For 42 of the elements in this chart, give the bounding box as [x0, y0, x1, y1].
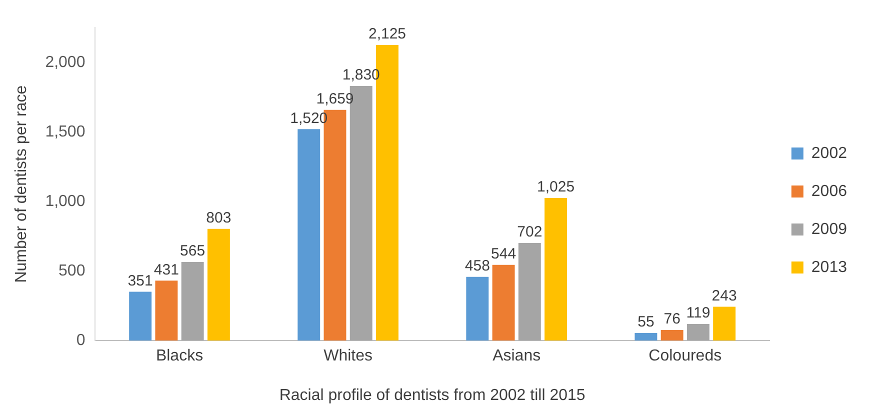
data-label: 565: [180, 242, 206, 260]
x-tick-label: Asians: [492, 348, 541, 365]
data-label: 1,659: [316, 90, 354, 108]
x-tick-label: Whites: [324, 348, 373, 365]
bar: [466, 276, 489, 341]
legend-label: 2009: [811, 220, 848, 238]
legend-label: 2006: [811, 182, 848, 200]
bar: [155, 280, 178, 341]
data-label: 1,025: [537, 178, 575, 196]
data-label: 431: [154, 261, 179, 278]
legend-label: 2013: [811, 258, 848, 276]
x-tick-label: Blacks: [156, 348, 204, 365]
data-label: 803: [206, 210, 232, 227]
data-label: 76: [664, 310, 680, 328]
y-tick-label: 1,500: [45, 123, 86, 140]
x-tick-label: Coloureds: [648, 348, 722, 365]
data-label: 544: [491, 246, 516, 263]
bar: [492, 264, 515, 341]
bar: [518, 242, 541, 341]
bar: [660, 330, 684, 341]
data-label: 351: [128, 272, 153, 290]
data-label: 2,125: [368, 26, 406, 43]
bar: [686, 324, 710, 341]
legend-label: 2002: [811, 144, 848, 162]
bar: [544, 198, 568, 341]
data-label: 55: [638, 314, 654, 331]
y-tick-label: 2,000: [45, 54, 86, 71]
data-label: 243: [712, 287, 737, 304]
bar: [634, 332, 658, 341]
y-axis-title: Number of dentists per race: [13, 85, 30, 283]
x-axis-title: Racial profile of dentists from 2002 till 2015: [279, 386, 586, 404]
data-label: 458: [464, 258, 490, 275]
bar: [181, 262, 204, 341]
bar: [207, 228, 230, 341]
bar: [713, 306, 736, 341]
data-label: 119: [686, 304, 710, 322]
bar: [298, 129, 320, 341]
y-tick-label: 500: [58, 262, 86, 280]
y-tick-label: 1,000: [45, 192, 86, 210]
data-label: 702: [517, 224, 542, 241]
bar: [129, 292, 152, 341]
y-tick-label: 0: [76, 332, 86, 350]
